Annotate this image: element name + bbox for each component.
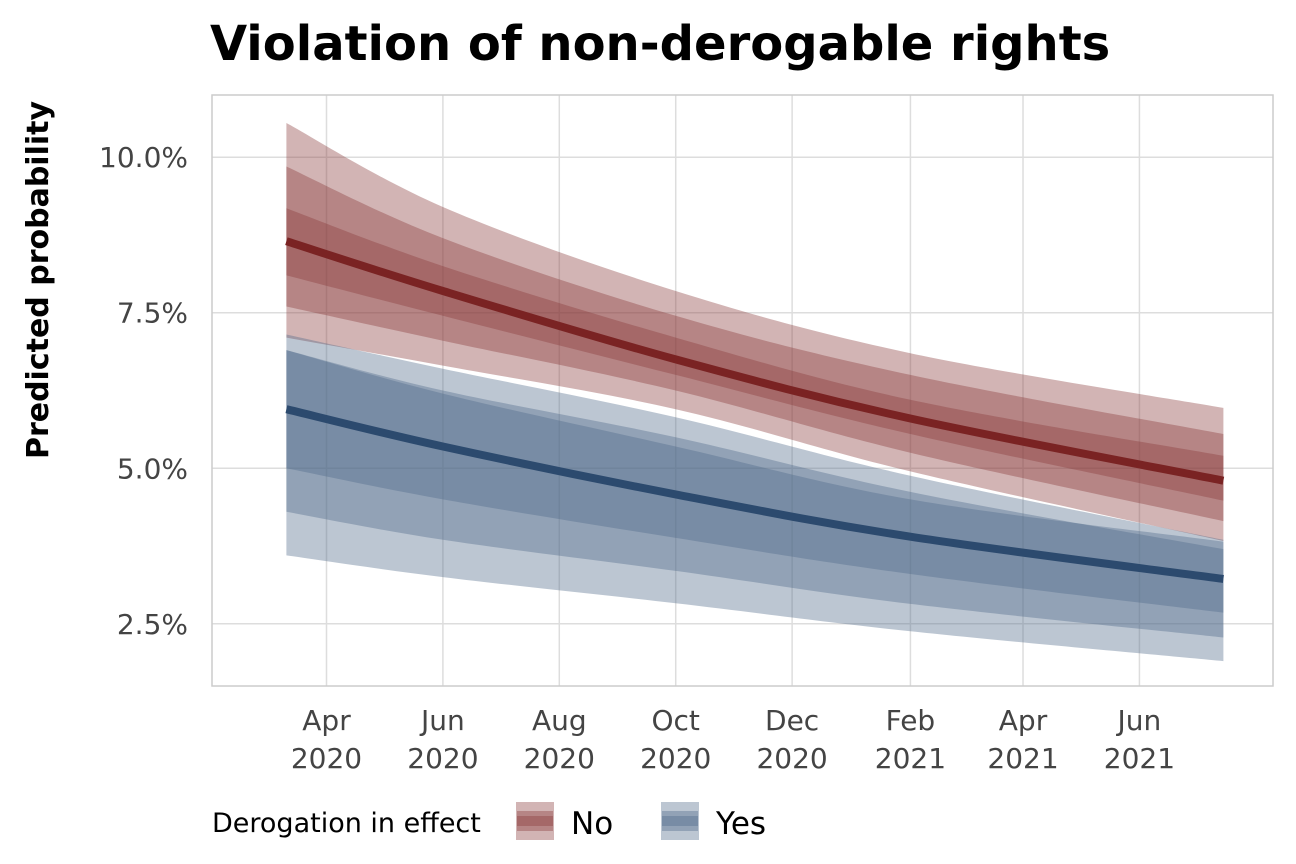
plot-panel <box>211 94 1274 687</box>
estimate-line-yes <box>285 405 1224 583</box>
band-no-50 <box>286 208 1224 501</box>
x-tick-label: 2020 <box>291 742 362 775</box>
x-tick-label: 2021 <box>875 742 946 775</box>
x-tick-label: Jun <box>1116 704 1162 737</box>
x-tick-label: Jun <box>419 704 465 737</box>
band-yes-95 <box>286 334 1224 662</box>
x-tick-label: 2021 <box>1104 742 1175 775</box>
x-tick-label: 2021 <box>987 742 1058 775</box>
legend-key-no <box>516 802 554 840</box>
x-tick-label: Apr <box>302 704 351 737</box>
y-tick-label: 10.0% <box>99 141 188 174</box>
estimate-line-no <box>285 237 1225 485</box>
y-tick-label: 5.0% <box>117 452 188 485</box>
x-tick-label: 2020 <box>524 742 595 775</box>
gridlines <box>212 95 1273 686</box>
x-tick-label: 2020 <box>756 742 827 775</box>
axis-ticks: 2.5% 5.0% 7.5% 10.0% Apr 2020 Jun 2020 Aug 2020 Oc… <box>99 141 1175 775</box>
legend-key-yes <box>661 802 699 840</box>
confidence-bands <box>286 123 1224 662</box>
x-tick-label: Oct <box>651 704 699 737</box>
x-tick-label: Feb <box>886 704 936 737</box>
x-tick-label: Aug <box>532 704 587 737</box>
legend: Derogation in effect No Yes <box>212 802 766 842</box>
x-tick-label: Dec <box>765 704 819 737</box>
x-tick-label: Apr <box>999 704 1048 737</box>
y-tick-label: 2.5% <box>117 608 188 641</box>
y-tick-label: 7.5% <box>117 297 188 330</box>
x-tick-label: 2020 <box>407 742 478 775</box>
legend-label-no: No <box>571 806 613 842</box>
legend-label-yes: Yes <box>715 806 766 842</box>
x-tick-label: 2020 <box>640 742 711 775</box>
y-axis-label: Predicted probability <box>21 101 56 460</box>
chart-title: Violation of non-derogable rights <box>210 16 1110 72</box>
band-yes-80 <box>286 350 1224 638</box>
legend-title: Derogation in effect <box>212 808 481 839</box>
estimate-lines <box>285 237 1225 583</box>
